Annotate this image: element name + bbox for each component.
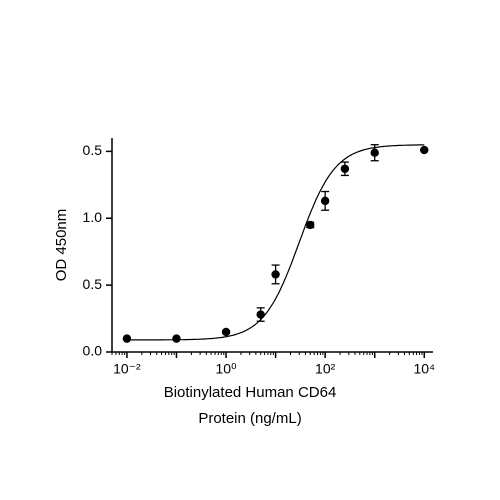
x-axis-label: Protein (ng/mL) <box>198 410 301 427</box>
point <box>172 334 181 343</box>
x-tick-label: 10⁴ <box>413 361 435 377</box>
y-tick-label: 0.5 <box>83 142 103 158</box>
point <box>221 327 231 337</box>
point <box>271 270 280 279</box>
point <box>370 148 379 157</box>
x-tick-label: 10⁻² <box>113 361 141 377</box>
y-tick-label: 0.0 <box>83 343 103 359</box>
point <box>122 334 132 343</box>
point <box>306 220 315 230</box>
x-tick-label: 10⁰ <box>215 361 237 377</box>
point <box>320 196 330 206</box>
point <box>340 164 350 173</box>
y-axis-label: OD 450nm <box>53 209 70 282</box>
fit-curve <box>126 144 425 341</box>
x-tick-label: 10² <box>315 361 336 377</box>
point <box>256 310 265 319</box>
y-tick-label: 0.5 <box>83 276 103 292</box>
point <box>420 145 429 155</box>
x-axis-label: Biotinylated Human CD64 <box>164 384 337 401</box>
y-tick-label: 1.0 <box>83 209 103 225</box>
